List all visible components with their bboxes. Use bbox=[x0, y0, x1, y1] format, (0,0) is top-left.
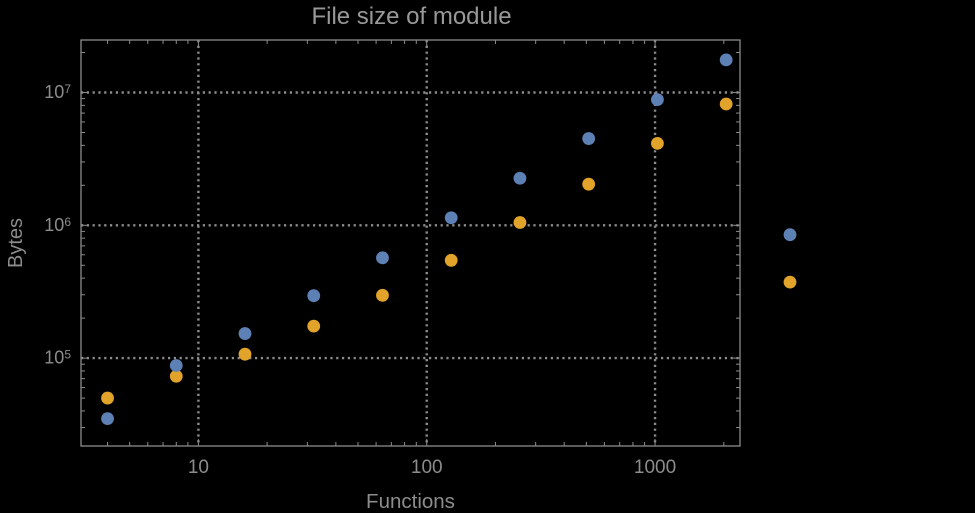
svg-text:File size of module: File size of module bbox=[311, 3, 511, 30]
svg-text:10: 10 bbox=[188, 457, 209, 478]
svg-text:1000: 1000 bbox=[634, 457, 676, 478]
svg-text:Bytes: Bytes bbox=[5, 218, 27, 268]
svg-text:100: 100 bbox=[411, 457, 443, 478]
svg-text:Functions: Functions bbox=[366, 490, 455, 513]
